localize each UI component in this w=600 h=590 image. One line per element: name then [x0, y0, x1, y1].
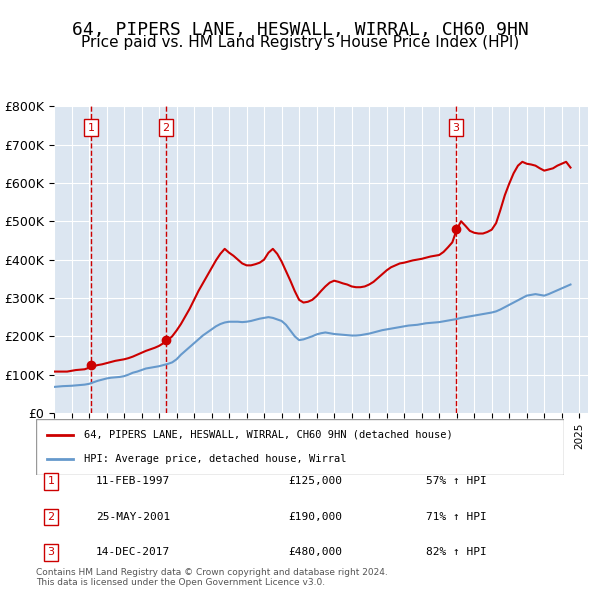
Text: £480,000: £480,000	[288, 548, 342, 557]
Text: 2: 2	[47, 512, 55, 522]
Text: 25-MAY-2001: 25-MAY-2001	[96, 512, 170, 522]
Text: £190,000: £190,000	[288, 512, 342, 522]
Text: 71% ↑ HPI: 71% ↑ HPI	[426, 512, 487, 522]
Text: 1: 1	[47, 477, 55, 486]
Text: 82% ↑ HPI: 82% ↑ HPI	[426, 548, 487, 557]
FancyBboxPatch shape	[36, 419, 564, 475]
Text: 3: 3	[452, 123, 460, 133]
Text: 64, PIPERS LANE, HESWALL, WIRRAL, CH60 9HN (detached house): 64, PIPERS LANE, HESWALL, WIRRAL, CH60 9…	[83, 430, 452, 440]
Text: 11-FEB-1997: 11-FEB-1997	[96, 477, 170, 486]
Text: HPI: Average price, detached house, Wirral: HPI: Average price, detached house, Wirr…	[83, 454, 346, 464]
Text: 1: 1	[88, 123, 95, 133]
Text: 2: 2	[163, 123, 170, 133]
Text: 14-DEC-2017: 14-DEC-2017	[96, 548, 170, 557]
Text: 3: 3	[47, 548, 55, 557]
Text: 64, PIPERS LANE, HESWALL, WIRRAL, CH60 9HN: 64, PIPERS LANE, HESWALL, WIRRAL, CH60 9…	[71, 21, 529, 39]
Text: Price paid vs. HM Land Registry's House Price Index (HPI): Price paid vs. HM Land Registry's House …	[81, 35, 519, 50]
Text: 57% ↑ HPI: 57% ↑ HPI	[426, 477, 487, 486]
Text: Contains HM Land Registry data © Crown copyright and database right 2024.
This d: Contains HM Land Registry data © Crown c…	[36, 568, 388, 587]
Text: £125,000: £125,000	[288, 477, 342, 486]
